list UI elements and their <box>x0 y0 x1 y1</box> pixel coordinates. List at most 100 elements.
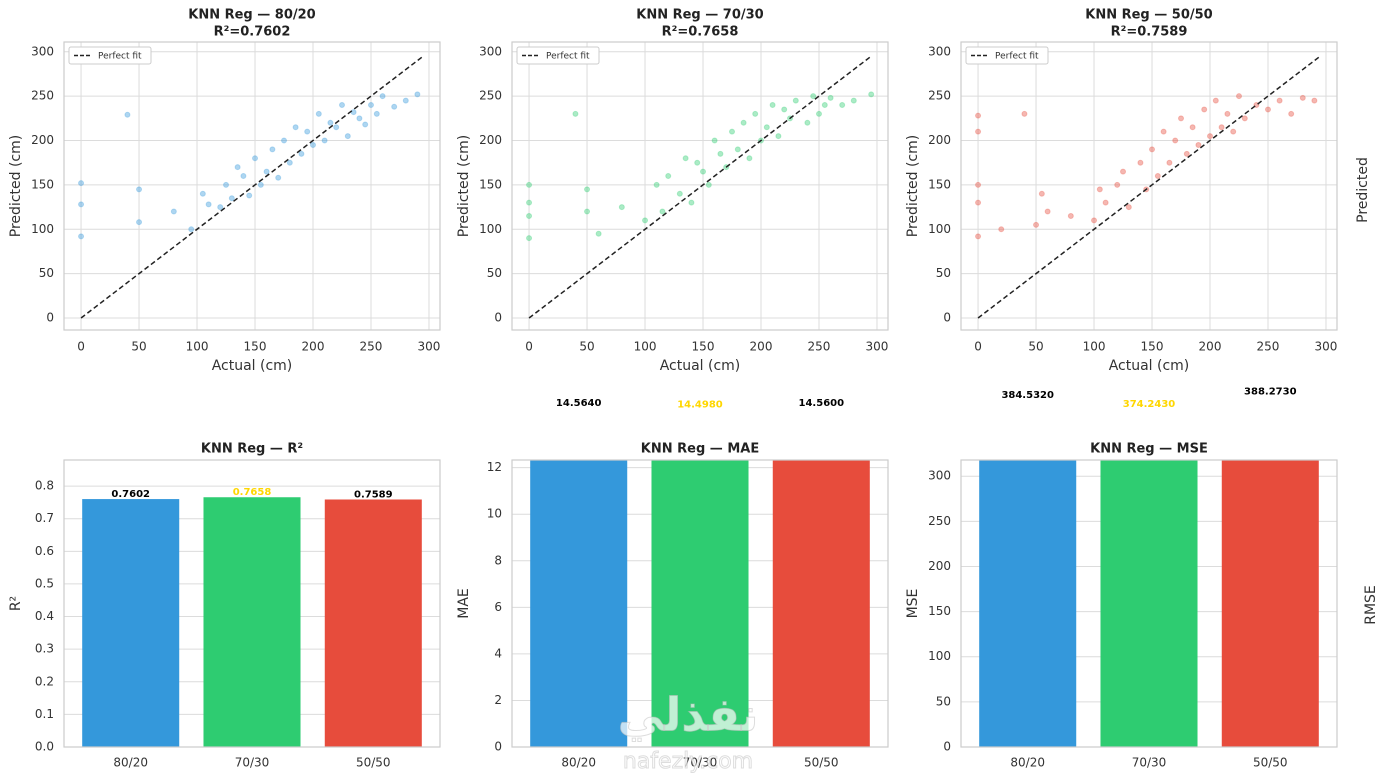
x-axis-label: Actual (cm) <box>660 358 741 374</box>
value-label: 14.5640 <box>556 398 602 409</box>
point <box>1172 137 1179 144</box>
point <box>304 128 311 135</box>
point <box>1137 159 1144 166</box>
chart-subtitle: R²=0.7658 <box>662 25 739 40</box>
value-label: 0.7602 <box>111 489 150 500</box>
point <box>850 97 857 104</box>
point <box>257 181 264 188</box>
subplot: 0 50 100 150 200 250 300 MSE KNN Reg — MSE 80/20 3… <box>905 387 1338 770</box>
point <box>350 109 357 116</box>
y-tick-label: 0.2 <box>35 674 54 688</box>
point <box>1299 94 1306 101</box>
x-tick-label: 0 <box>525 340 533 354</box>
x-tick-label: 80/20 <box>561 756 596 770</box>
point <box>775 133 782 140</box>
y-tick-label: 200 <box>928 559 951 573</box>
point <box>584 186 591 193</box>
point <box>1218 124 1225 131</box>
point <box>78 201 85 208</box>
x-tick-label: 50 <box>579 340 594 354</box>
point <box>136 219 143 226</box>
y-tick-label: 50 <box>936 266 951 280</box>
y-tick-label: 50 <box>487 266 502 280</box>
points <box>975 55 1321 319</box>
point <box>1230 128 1237 135</box>
point <box>338 102 345 109</box>
point <box>526 181 533 188</box>
value-label: 0.7658 <box>233 487 272 498</box>
point <box>402 97 409 104</box>
y-tick-label: 0 <box>943 740 951 754</box>
y-tick-label: 300 <box>479 44 502 58</box>
point <box>781 106 788 113</box>
point <box>1114 181 1121 188</box>
y-tick-label: 150 <box>928 177 951 191</box>
x-tick-label: 50/50 <box>1253 756 1288 770</box>
x-tick-label: 50/50 <box>356 756 391 770</box>
point <box>414 91 421 98</box>
point <box>804 119 811 126</box>
point <box>124 111 131 118</box>
point <box>815 110 822 117</box>
point <box>78 233 85 240</box>
value-label: 384.5320 <box>1001 390 1054 401</box>
value-label: 14.4980 <box>677 400 723 411</box>
point <box>1195 141 1202 148</box>
point <box>321 137 328 144</box>
point <box>740 119 747 126</box>
y-axis-label: R² <box>8 596 24 611</box>
value-label: 388.2730 <box>1244 387 1297 398</box>
point <box>682 155 689 162</box>
point <box>1033 221 1040 228</box>
y-tick-label: 50 <box>936 694 951 708</box>
point <box>618 204 625 211</box>
y-tick-label: 50 <box>39 266 54 280</box>
x-axis-label: Actual (cm) <box>212 358 293 374</box>
point <box>367 102 374 109</box>
point <box>1212 97 1219 104</box>
chart-subtitle: R²=0.7602 <box>214 25 291 40</box>
point <box>188 226 195 233</box>
y-tick-label: 12 <box>487 460 502 474</box>
y-tick-label: 100 <box>928 222 951 236</box>
point <box>1201 106 1208 113</box>
plot-frame <box>511 459 889 748</box>
watermark: نفذلي <box>618 688 759 742</box>
y-tick-label: 100 <box>928 649 951 663</box>
point <box>252 155 259 162</box>
x-tick-label: 250 <box>808 340 831 354</box>
x-tick-label: 300 <box>1315 340 1338 354</box>
point <box>526 199 533 206</box>
point <box>1207 133 1214 140</box>
x-tick-label: 100 <box>186 340 209 354</box>
point <box>327 119 334 126</box>
point <box>595 230 602 237</box>
legend-label: Perfect fit <box>98 52 142 62</box>
plot-frame <box>63 459 441 748</box>
y-tick-label: 0.1 <box>35 707 54 721</box>
point <box>1125 204 1132 211</box>
point <box>572 110 579 117</box>
plot-frame <box>511 41 889 331</box>
bar <box>772 460 870 747</box>
point <box>734 146 741 153</box>
chart-title: KNN Reg — 50/50 <box>1085 8 1212 23</box>
point <box>298 150 305 157</box>
point <box>292 124 299 131</box>
chart-subtitle: R²=0.7589 <box>1111 25 1188 40</box>
subplot: 0.0 0.1 0.2 0.3 0.4 0.5 0.6 0.7 0.8 R² KNN Reg — R… <box>8 442 441 770</box>
point <box>694 159 701 166</box>
plot-frame <box>63 41 441 331</box>
point <box>526 235 533 242</box>
point <box>373 110 380 117</box>
y-tick-label: 2 <box>494 693 502 707</box>
cut-off-label: RMSE <box>1363 585 1377 625</box>
point <box>729 128 736 135</box>
point <box>659 208 666 215</box>
subplot: 0 50 100 150 200 250 300 Predicted (cm) KNN Reg … <box>8 8 441 374</box>
point <box>711 137 718 144</box>
point <box>998 226 1005 233</box>
x-tick-label: 0 <box>77 340 85 354</box>
x-tick-label: 150 <box>244 340 267 354</box>
